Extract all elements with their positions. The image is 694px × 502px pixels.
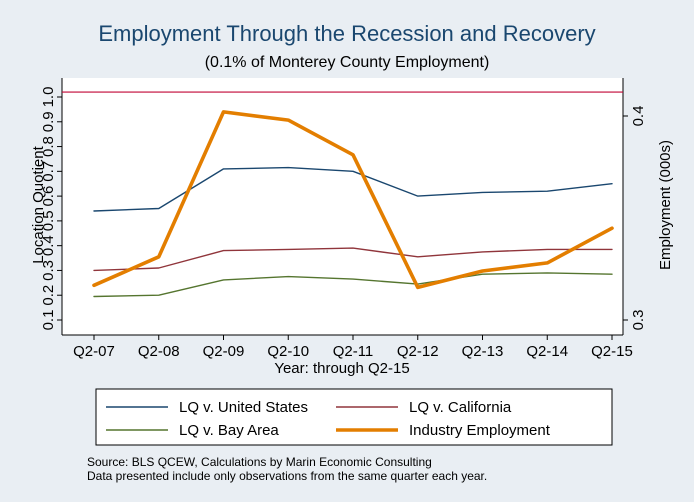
right-y-axis: 0.3 0.4 xyxy=(622,78,647,335)
left-tick-label: 0.3 xyxy=(40,260,57,281)
left-tick-label: 0.1 xyxy=(40,310,57,331)
x-tick-label: Q2-07 xyxy=(73,343,115,360)
series-layer xyxy=(92,110,614,298)
legend-label-lq-v-bay-area: LQ v. Bay Area xyxy=(179,422,279,439)
source-note: Source: BLS QCEW, Calculations by Marin … xyxy=(87,455,432,469)
right-tick-label: 0.4 xyxy=(630,106,647,127)
chart-title: Employment Through the Recession and Rec… xyxy=(98,21,595,46)
x-tick-label: Q2-14 xyxy=(526,343,568,360)
x-tick-label: Q2-08 xyxy=(138,343,180,360)
legend-label-lq-v-california: LQ v. California xyxy=(409,399,512,416)
legend: LQ v. United States LQ v. California LQ v.… xyxy=(106,399,551,439)
series-line-industry-employment xyxy=(92,110,614,290)
plot-area xyxy=(62,78,623,335)
left-tick-label: 0.6 xyxy=(40,186,57,207)
series-line-lq-v-california xyxy=(93,247,613,272)
left-tick-label: 0.8 xyxy=(40,136,57,157)
left-tick-label: 0.9 xyxy=(40,111,57,132)
x-tick-label: Q2-09 xyxy=(203,343,245,360)
left-tick-label: 0.2 xyxy=(40,285,57,306)
series-line-lq-v-united-states xyxy=(93,166,613,212)
left-tick-label: 0.7 xyxy=(40,161,57,182)
x-axis: Q2-07 Q2-08 Q2-09 Q2-10 Q2-11 Q2-12 Q2-13 Q2-14… xyxy=(62,334,633,360)
x-tick-label: Q2-15 xyxy=(591,343,633,360)
x-tick-label: Q2-12 xyxy=(397,343,439,360)
x-tick-label: Q2-11 xyxy=(333,343,374,360)
chart-subtitle: (0.1% of Monterey County Employment) xyxy=(205,54,490,71)
x-axis-label: Year: through Q2-15 xyxy=(274,360,409,377)
legend-box xyxy=(95,388,613,446)
left-tick-label: 0.5 xyxy=(40,210,57,231)
legend-label-industry-employment: Industry Employment xyxy=(409,422,551,439)
left-tick-label: 0.4 xyxy=(40,235,57,256)
right-tick-label: 0.3 xyxy=(630,310,647,331)
series-line-lq-v-bay-area xyxy=(93,272,613,298)
left-tick-label: 1.0 xyxy=(40,87,57,108)
legend-label-lq-v-united-states: LQ v. United States xyxy=(179,399,308,416)
x-tick-label: Q2-10 xyxy=(267,343,309,360)
left-axis-label: Location Quotient xyxy=(30,145,47,263)
data-note: Data presented include only observations… xyxy=(87,469,487,483)
left-y-axis: 0.1 0.2 0.3 0.4 0.5 0.6 0.7 0.8 0.9 1.0 xyxy=(40,78,63,335)
x-tick-label: Q2-13 xyxy=(462,343,504,360)
right-axis-label: Employment (000s) xyxy=(657,140,674,270)
